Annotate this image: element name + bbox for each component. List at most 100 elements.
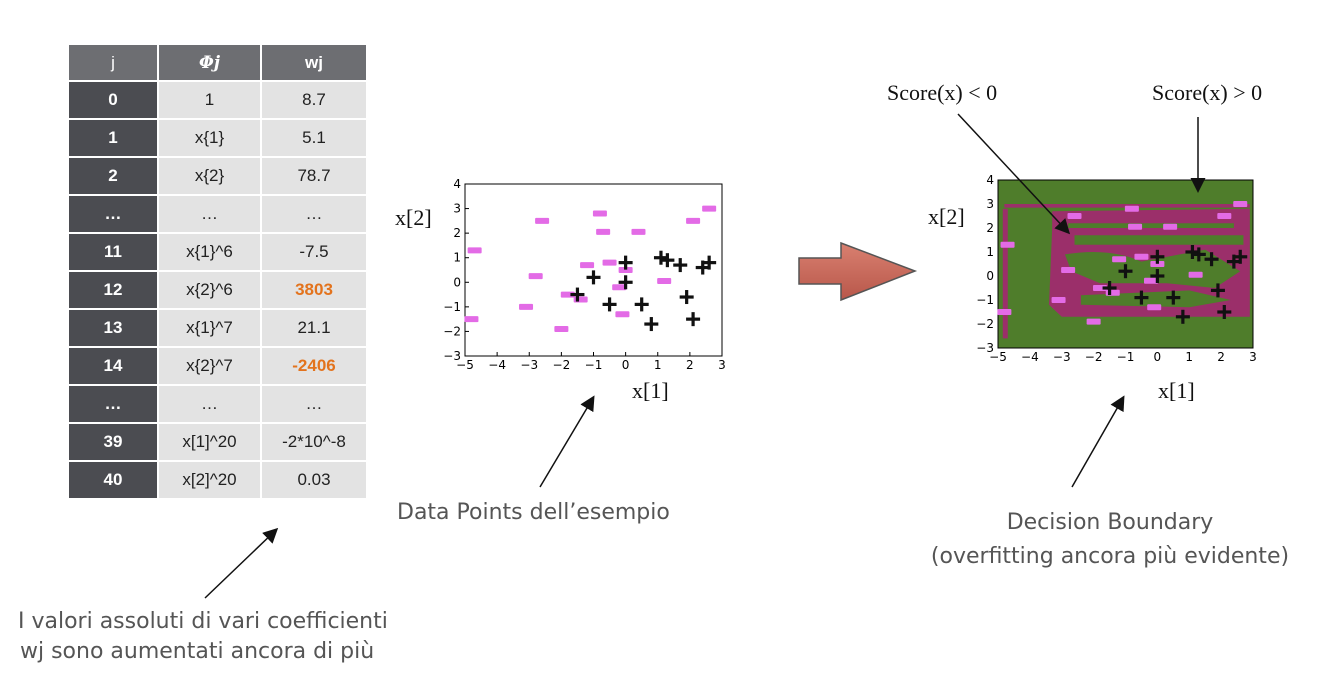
y-tick-label: 0: [986, 269, 994, 283]
negative-point: [1128, 223, 1143, 230]
positive-point: [618, 255, 633, 270]
decision-caption-line1: Decision Boundary: [1006, 510, 1214, 535]
decision-caption: Decision Boundary (overfitting ancora pi…: [900, 506, 1320, 574]
y-tick-label: 0: [453, 275, 461, 289]
x-tick-label: −4: [488, 358, 506, 372]
negative-point: [1233, 201, 1248, 207]
positive-point: [1226, 254, 1241, 269]
x-tick-label: 0: [622, 358, 630, 372]
positive-point: [644, 317, 659, 332]
positive-point: [1150, 249, 1165, 264]
negative-point: [1147, 304, 1162, 311]
data-points-caption: Data Points dell’esempio: [397, 500, 670, 525]
x-tick-label: −2: [1085, 350, 1103, 364]
negative-point: [602, 259, 617, 266]
decision-caption-line2: (overfitting ancora più evidente): [930, 544, 1290, 569]
table-row: 39 x[1]^20 -2*10^-8: [69, 424, 366, 462]
negative-point: [1217, 213, 1232, 219]
negative-point: [592, 210, 607, 217]
arrow-score-neg: [957, 113, 1071, 235]
cell-phi: 1: [159, 82, 260, 120]
y-tick-label: −3: [443, 349, 461, 363]
x-tick-label: 0: [1154, 350, 1162, 364]
x-tick-label: 2: [686, 358, 694, 372]
cell-w: -2*10^-8: [262, 424, 366, 462]
table-row: 11 x{1}^6 -7.5: [69, 234, 366, 272]
x-tick-label: 3: [718, 358, 726, 372]
negative-point: [596, 228, 611, 235]
positive-point: [570, 287, 585, 302]
x-tick-label: 1: [654, 358, 662, 372]
cell-phi: x{2}^6: [159, 272, 260, 310]
left-xlabel: x[1]: [632, 378, 669, 403]
positive-point: [1150, 269, 1165, 283]
decision-boundary-chart: −5 −4 −3 −2 −1 0 1 2 3 4 3 2 1 0 −1 −2 −3: [976, 173, 1257, 364]
x-tick-label: −3: [1053, 350, 1071, 364]
positive-point: [602, 297, 617, 312]
cell-w: 0.03: [262, 462, 366, 500]
cell-w: 78.7: [262, 158, 366, 196]
negative-point: [1124, 205, 1139, 212]
x-tick-label: −5: [456, 358, 474, 372]
cell-phi: x{1}^7: [159, 310, 260, 348]
positive-point: [586, 270, 601, 285]
region-negative-strip: [1002, 208, 1008, 339]
positive-point: [660, 253, 675, 268]
positive-point: [653, 250, 668, 265]
positive-point: [1185, 245, 1200, 259]
y-tick-label: 1: [453, 251, 461, 265]
positive-point: [1166, 290, 1181, 305]
negative-point: [535, 217, 550, 224]
positive-point: [702, 255, 717, 270]
cell-j: 14: [69, 348, 157, 386]
table-row: ………: [69, 196, 366, 234]
cell-phi: x{1}^6: [159, 234, 260, 272]
table-row: 2 x{2} 78.7: [69, 158, 366, 196]
negative-point: [657, 278, 672, 285]
cell-phi: x[2]^20: [159, 462, 260, 500]
negative-point: [631, 228, 646, 235]
y-tick-label: 1: [986, 245, 994, 259]
negative-point: [1061, 267, 1076, 273]
transition-arrow-icon: [798, 241, 918, 302]
cell-j: …: [69, 386, 157, 424]
negative-point: [1051, 297, 1066, 303]
x-tick-label: −4: [1021, 350, 1039, 364]
negative-point: [1188, 271, 1203, 278]
positive-point: [634, 297, 649, 312]
table-body: 0 1 8.7 1 x{1} 5.1 2 x{2} 78.7……… 11 x{1}^6 -7.5 12 x…: [69, 82, 366, 500]
cell-j: 0: [69, 82, 157, 120]
table-caption-line2: wj sono aumentati ancora di più: [20, 639, 375, 664]
negative-point: [1144, 277, 1158, 284]
positive-point: [1217, 305, 1232, 319]
header-phi: Φj: [159, 45, 260, 82]
x-tick-label: −3: [520, 358, 538, 372]
cell-w: …: [262, 196, 366, 234]
negative-point: [1000, 241, 1015, 248]
negative-point: [1150, 261, 1165, 267]
table-row: 40 x[2]^20 0.03: [69, 462, 366, 500]
table-row: 0 1 8.7: [69, 82, 366, 120]
y-tick-label: −1: [443, 300, 461, 314]
table-row: 12 x{2}^6 3803: [69, 272, 366, 310]
score-neg-text: Score(x) < 0: [887, 80, 998, 105]
header-w: wj: [262, 45, 366, 82]
score-pos-label: Score(x) > 0: [1152, 80, 1262, 106]
coefficients-table: j Φj wj 0 1 8.7 1 x{1} 5.1 2 x{2} 78.7……… 11 x{1}^…: [67, 45, 368, 500]
cell-j: …: [69, 196, 157, 234]
cell-phi: …: [159, 386, 260, 424]
table-caption-line1: I valori assoluti di vari coefficienti: [18, 609, 388, 634]
positive-point: [1102, 281, 1117, 295]
positive-point: [695, 260, 710, 275]
cell-j: 2: [69, 158, 157, 196]
negative-point: [997, 309, 1012, 315]
negative-point: [1163, 223, 1178, 230]
cell-w: -7.5: [262, 234, 366, 272]
x-tick-label: −1: [585, 358, 603, 372]
negative-point: [1086, 318, 1101, 325]
y-tick-label: −3: [976, 341, 994, 355]
positive-point: [1134, 290, 1149, 305]
cell-phi: x{1}: [159, 120, 260, 158]
cell-j: 40: [69, 462, 157, 500]
cell-w: 5.1: [262, 120, 366, 158]
